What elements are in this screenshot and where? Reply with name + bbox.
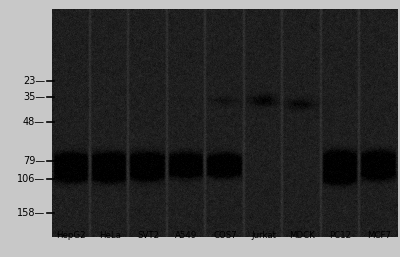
Text: HeLa: HeLa: [99, 231, 121, 240]
Text: A549: A549: [176, 231, 198, 240]
Text: HepG2: HepG2: [56, 231, 86, 240]
Text: SVT2: SVT2: [137, 231, 159, 240]
Text: Jurkat: Jurkat: [251, 231, 276, 240]
Text: 23—: 23—: [23, 76, 45, 86]
Text: 79—: 79—: [23, 156, 45, 166]
Text: 106—: 106—: [17, 174, 45, 184]
Text: MDCK: MDCK: [289, 231, 315, 240]
Text: 35—: 35—: [23, 92, 45, 102]
Text: 158—: 158—: [17, 208, 45, 218]
Text: MCF7: MCF7: [367, 231, 391, 240]
Text: PC12: PC12: [329, 231, 351, 240]
Text: COS7: COS7: [213, 231, 237, 240]
Text: 48—: 48—: [23, 117, 45, 127]
Bar: [52, 0, 398, 9]
